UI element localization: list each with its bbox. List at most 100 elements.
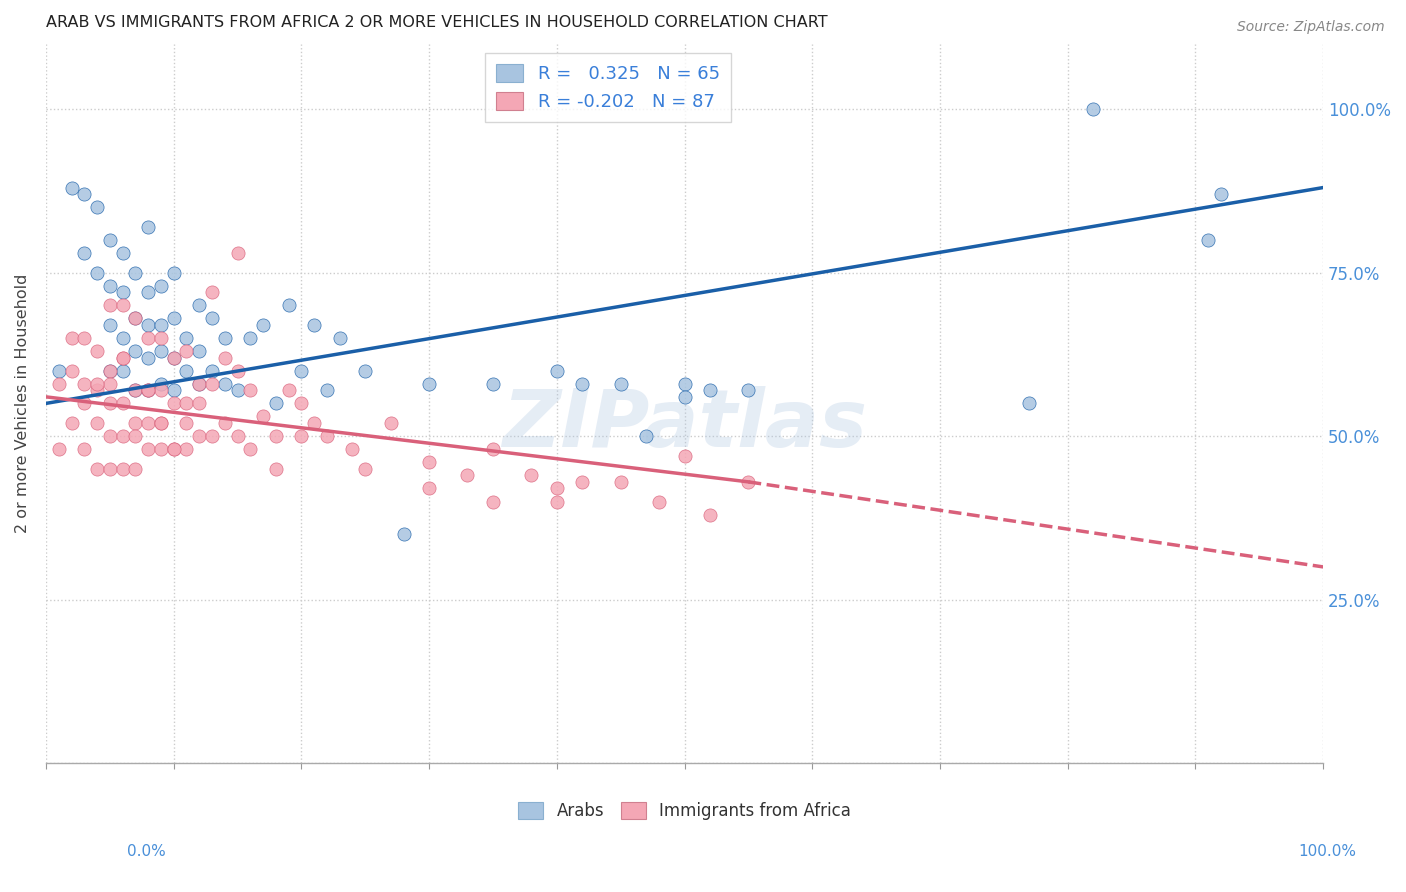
Point	[163, 384, 186, 398]
Point	[699, 508, 721, 522]
Point	[136, 351, 159, 365]
Point	[163, 351, 186, 365]
Point	[124, 462, 146, 476]
Point	[252, 409, 274, 424]
Point	[136, 318, 159, 332]
Point	[226, 246, 249, 260]
Point	[226, 364, 249, 378]
Point	[418, 455, 440, 469]
Point	[111, 246, 134, 260]
Point	[418, 482, 440, 496]
Point	[86, 200, 108, 214]
Point	[673, 390, 696, 404]
Point	[609, 475, 631, 489]
Point	[73, 396, 96, 410]
Point	[1197, 233, 1219, 247]
Point	[136, 384, 159, 398]
Point	[188, 429, 211, 443]
Point	[98, 233, 121, 247]
Point	[201, 364, 224, 378]
Point	[290, 429, 312, 443]
Point	[277, 298, 299, 312]
Legend: Arabs, Immigrants from Africa: Arabs, Immigrants from Africa	[512, 796, 858, 827]
Point	[124, 384, 146, 398]
Point	[163, 266, 186, 280]
Point	[176, 344, 198, 359]
Point	[73, 246, 96, 260]
Point	[149, 416, 172, 430]
Point	[60, 180, 83, 194]
Point	[86, 462, 108, 476]
Point	[1083, 102, 1105, 116]
Point	[290, 364, 312, 378]
Point	[73, 331, 96, 345]
Point	[214, 376, 236, 391]
Point	[98, 364, 121, 378]
Point	[201, 429, 224, 443]
Text: ARAB VS IMMIGRANTS FROM AFRICA 2 OR MORE VEHICLES IN HOUSEHOLD CORRELATION CHART: ARAB VS IMMIGRANTS FROM AFRICA 2 OR MORE…	[46, 15, 828, 30]
Point	[302, 416, 325, 430]
Point	[60, 364, 83, 378]
Point	[342, 442, 364, 457]
Point	[163, 442, 186, 457]
Text: Source: ZipAtlas.com: Source: ZipAtlas.com	[1237, 20, 1385, 34]
Point	[136, 384, 159, 398]
Point	[111, 351, 134, 365]
Point	[124, 416, 146, 430]
Point	[149, 331, 172, 345]
Point	[482, 494, 505, 508]
Point	[136, 219, 159, 234]
Point	[201, 376, 224, 391]
Point	[636, 429, 658, 443]
Y-axis label: 2 or more Vehicles in Household: 2 or more Vehicles in Household	[15, 274, 30, 533]
Point	[149, 384, 172, 398]
Point	[520, 468, 543, 483]
Point	[188, 376, 211, 391]
Point	[124, 311, 146, 326]
Point	[482, 442, 505, 457]
Point	[673, 449, 696, 463]
Point	[456, 468, 478, 483]
Point	[98, 278, 121, 293]
Point	[239, 384, 262, 398]
Point	[124, 266, 146, 280]
Text: ZIPatlas: ZIPatlas	[502, 386, 868, 464]
Point	[111, 285, 134, 300]
Point	[48, 364, 70, 378]
Point	[176, 416, 198, 430]
Point	[546, 364, 568, 378]
Point	[163, 396, 186, 410]
Point	[136, 384, 159, 398]
Point	[86, 416, 108, 430]
Point	[201, 311, 224, 326]
Point	[60, 331, 83, 345]
Point	[98, 318, 121, 332]
Point	[546, 482, 568, 496]
Point	[73, 187, 96, 202]
Point	[149, 318, 172, 332]
Point	[648, 494, 671, 508]
Point	[86, 376, 108, 391]
Text: 100.0%: 100.0%	[1299, 845, 1357, 859]
Point	[329, 331, 352, 345]
Point	[48, 442, 70, 457]
Point	[252, 318, 274, 332]
Point	[226, 384, 249, 398]
Point	[98, 462, 121, 476]
Point	[111, 462, 134, 476]
Point	[111, 331, 134, 345]
Point	[737, 384, 759, 398]
Point	[73, 442, 96, 457]
Point	[124, 429, 146, 443]
Point	[392, 527, 415, 541]
Point	[264, 396, 287, 410]
Point	[163, 311, 186, 326]
Point	[98, 364, 121, 378]
Point	[86, 266, 108, 280]
Point	[124, 344, 146, 359]
Point	[264, 462, 287, 476]
Point	[214, 416, 236, 430]
Point	[86, 344, 108, 359]
Point	[546, 494, 568, 508]
Point	[98, 396, 121, 410]
